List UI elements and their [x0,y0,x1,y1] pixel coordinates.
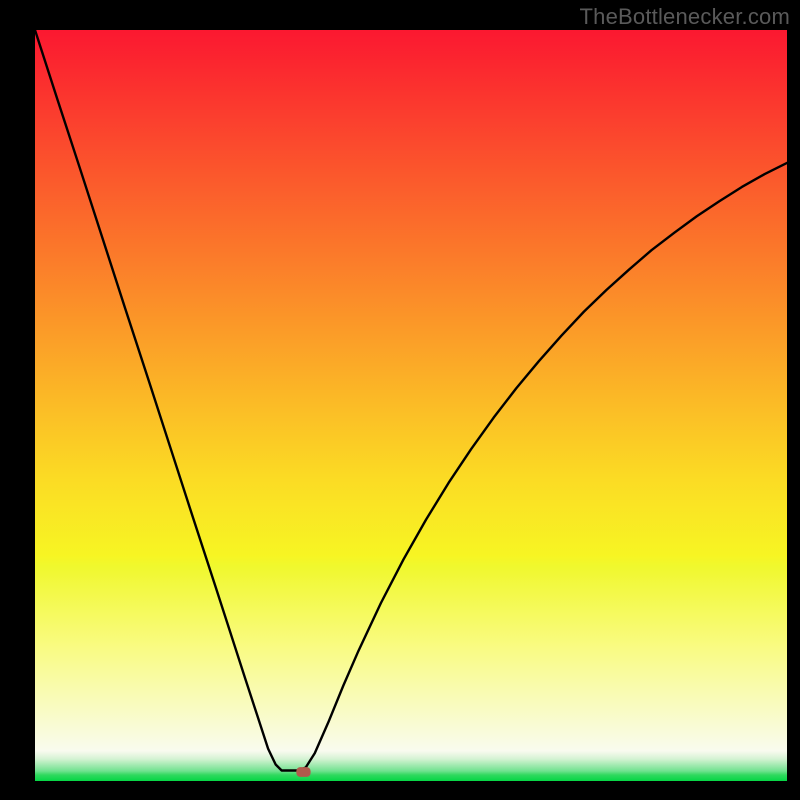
watermark-text: TheBottlenecker.com [580,4,790,30]
chart-svg [35,30,787,781]
optimum-marker [296,767,310,777]
plot-area [35,30,787,781]
chart-frame: TheBottlenecker.com [0,0,800,800]
background-rect [35,30,787,781]
